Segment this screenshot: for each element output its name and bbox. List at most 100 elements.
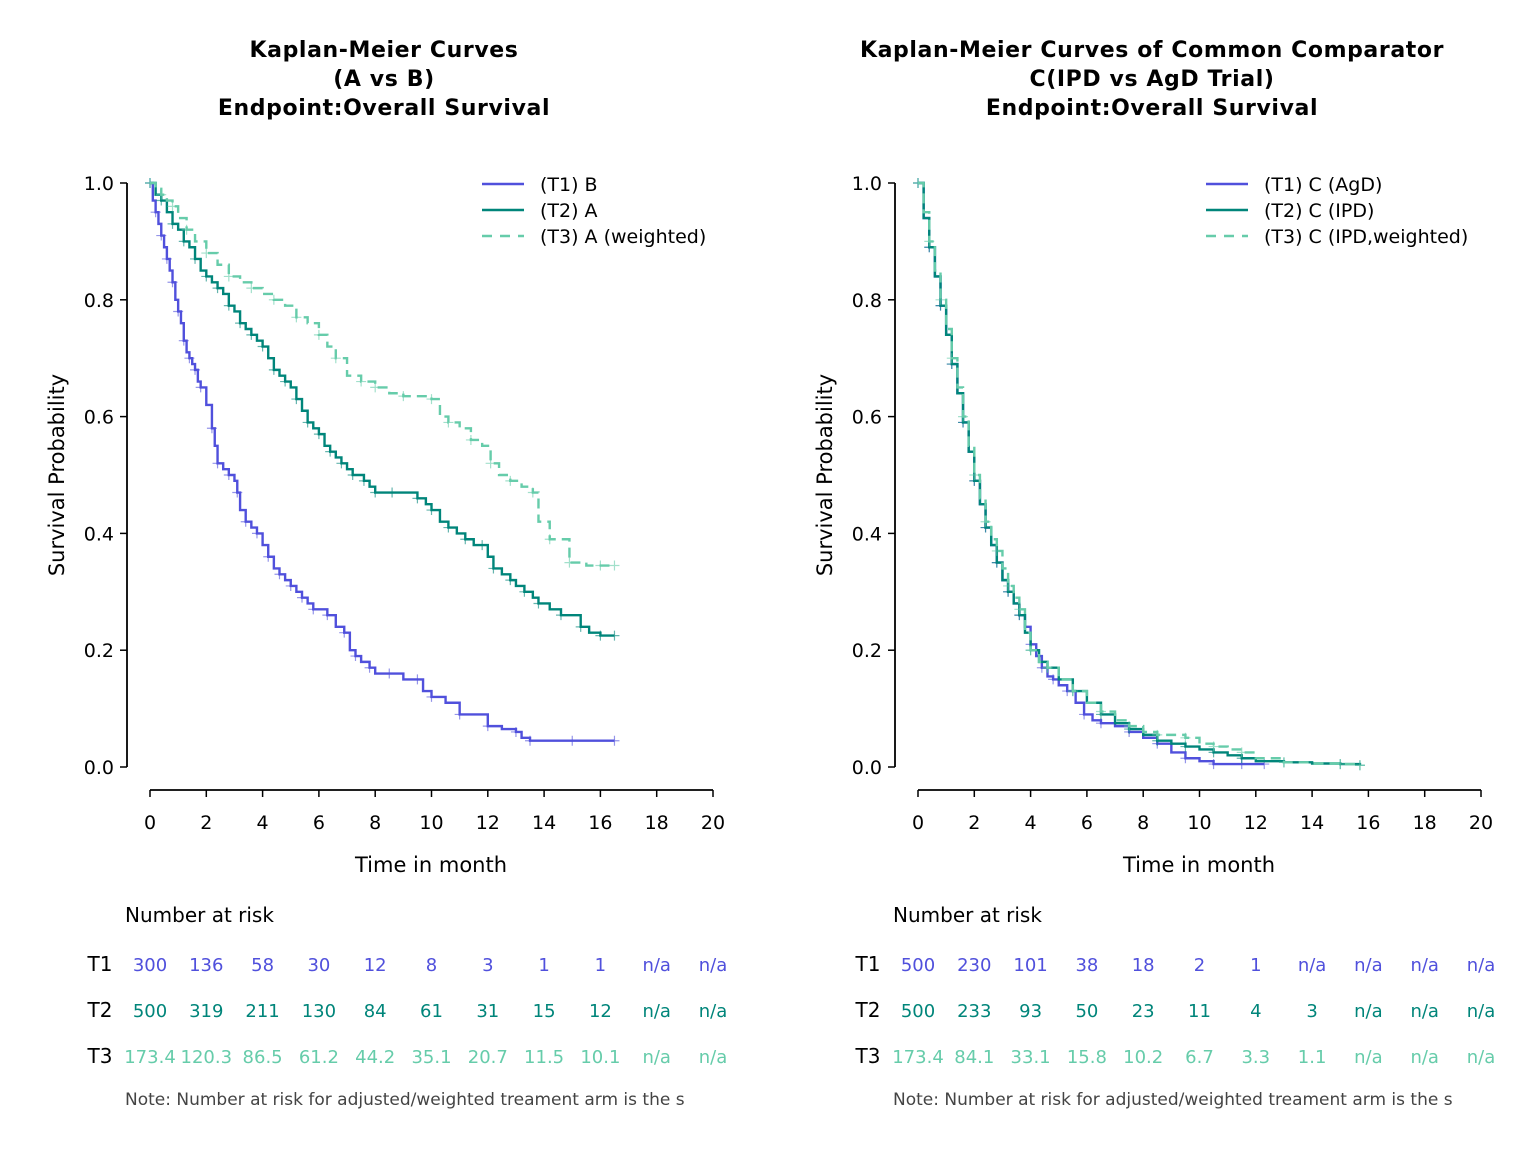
y-tick-label: 0.2: [84, 640, 114, 662]
km-curve-series-2: [150, 181, 615, 637]
y-axis-label: Survival Probability: [813, 374, 837, 576]
x-tick-label: 14: [1300, 812, 1324, 834]
risk-table-cell: n/a: [1354, 1047, 1383, 1068]
legend-label-2: (T2) C (IPD): [1264, 200, 1374, 222]
censor-mark-series-2: [991, 557, 1002, 568]
risk-table-note: Note: Number at risk for adjusted/weight…: [893, 1090, 1453, 1110]
censor-mark-series-3: [1236, 747, 1247, 758]
risk-table-cell: 23: [1132, 1001, 1155, 1022]
censor-mark-series-3: [544, 534, 555, 545]
censor-mark-series-1: [223, 470, 234, 480]
x-tick-label: 4: [257, 812, 269, 834]
risk-table-cell: 12: [589, 1001, 612, 1022]
y-tick-label: 0.4: [852, 523, 882, 545]
legend-label-3: (T3) A (weighted): [540, 226, 706, 248]
risk-table-cell: 300: [133, 955, 167, 976]
censor-mark-series-1: [195, 382, 206, 393]
censor-mark-series-2: [257, 341, 268, 352]
y-tick-label: 0.6: [852, 407, 882, 429]
km-panel-right: Kaplan-Meier Curves of Common Comparator…: [768, 0, 1536, 1152]
censor-mark-series-2: [575, 621, 586, 632]
risk-table-note: Note: Number at risk for adjusted/weight…: [125, 1090, 685, 1110]
censor-mark-series-3: [291, 312, 302, 323]
x-tick-label: 8: [369, 812, 381, 834]
risk-table-cell: 173.4: [892, 1047, 944, 1068]
risk-table-cell: 233: [957, 1001, 991, 1022]
censor-mark-series-1: [1048, 674, 1059, 685]
y-tick-label: 0.0: [852, 757, 882, 779]
x-tick-label: 10: [1187, 812, 1211, 834]
censor-mark-series-3: [527, 487, 538, 498]
censor-mark-series-1: [240, 516, 251, 527]
risk-table-cell: 93: [1019, 1001, 1042, 1022]
censor-mark-series-3: [924, 236, 935, 247]
risk-table-cell: 173.4: [124, 1047, 176, 1068]
risk-table-cell: 12: [364, 955, 387, 976]
chart-title: Kaplan-Meier Curves of Common Comparator…: [768, 36, 1536, 123]
censor-mark-series-1: [1208, 759, 1219, 770]
censor-mark-series-1: [609, 735, 620, 746]
censor-mark-series-2: [505, 575, 516, 586]
km-curve-series-2: [918, 181, 1362, 766]
x-tick-label: 18: [1413, 812, 1437, 834]
y-tick-label: 0.4: [84, 523, 114, 545]
risk-table-cell: 230: [957, 955, 991, 976]
risk-table-title: Number at risk: [893, 903, 1042, 927]
risk-table-cell: 500: [901, 955, 935, 976]
censor-mark-series-3: [426, 394, 437, 405]
censor-mark-series-1: [251, 528, 262, 539]
censor-mark-series-3: [1014, 604, 1025, 615]
risk-table-cell: n/a: [642, 1047, 671, 1068]
censor-mark-series-2: [336, 458, 347, 469]
censor-mark-series-2: [387, 487, 398, 498]
x-tick-label: 12: [476, 812, 500, 834]
censor-mark-series-1: [525, 735, 536, 746]
censor-mark-series-1: [150, 207, 161, 218]
y-tick-label: 0.8: [852, 290, 882, 312]
censor-mark-series-2: [268, 364, 279, 375]
censor-mark-series-3: [1124, 721, 1135, 732]
legend-label-2: (T2) A: [540, 200, 598, 222]
censor-mark-series-2: [533, 598, 544, 609]
x-tick-label: 6: [313, 812, 325, 834]
censor-mark-series-1: [510, 726, 521, 737]
censor-mark-series-3: [1278, 757, 1289, 768]
censor-mark-series-2: [167, 218, 178, 229]
censor-mark-series-1: [167, 277, 178, 288]
censor-mark-series-1: [263, 551, 274, 562]
censor-mark-series-3: [991, 545, 1002, 556]
censor-mark-series-2: [609, 630, 620, 641]
risk-table-cell: 10.1: [580, 1047, 620, 1068]
censor-mark-series-1: [339, 627, 350, 638]
censor-mark-series-3: [1335, 759, 1346, 770]
censor-mark-series-1: [232, 487, 243, 498]
risk-table-cell: 1.1: [1298, 1047, 1327, 1068]
censor-mark-series-3: [913, 178, 923, 188]
censor-mark-series-3: [946, 353, 957, 364]
risk-table-cell: n/a: [642, 955, 671, 976]
censor-mark-series-1: [190, 364, 201, 375]
censor-mark-series-2: [426, 505, 437, 516]
chart-title-line-3: Endpoint:Overall Survival: [217, 96, 551, 121]
risk-table-cell: n/a: [1354, 955, 1383, 976]
censor-mark-series-1: [567, 735, 578, 746]
x-tick-label: 12: [1244, 812, 1268, 834]
censor-mark-series-3: [1025, 645, 1036, 656]
censor-mark-series-1: [274, 569, 285, 580]
censor-mark-series-2: [325, 446, 336, 457]
x-tick-label: 2: [200, 812, 212, 834]
chart-title-line-2: (A vs B): [333, 67, 435, 92]
risk-row-label-1: T1: [87, 952, 113, 976]
risk-table-cell: n/a: [1467, 955, 1496, 976]
censor-mark-series-1: [173, 306, 184, 317]
censor-mark-series-2: [595, 630, 606, 641]
risk-table-cell: 44.2: [355, 1047, 395, 1068]
risk-table-cell: 3.3: [1241, 1047, 1270, 1068]
risk-table-cell: n/a: [1410, 1047, 1439, 1068]
risk-table-cell: n/a: [1410, 1001, 1439, 1022]
censor-mark-series-3: [1180, 732, 1191, 743]
censor-mark-series-2: [223, 300, 234, 311]
censor-mark-series-3: [201, 248, 212, 259]
risk-table-cell: n/a: [699, 1047, 728, 1068]
risk-row-label-2: T2: [87, 998, 113, 1022]
